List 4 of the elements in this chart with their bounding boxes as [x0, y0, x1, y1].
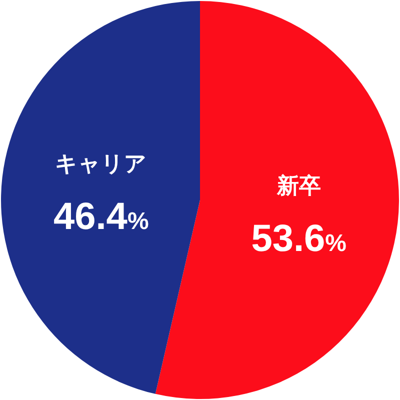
slice-label: 新卒 — [276, 173, 321, 200]
slice-label: キャリア — [55, 152, 148, 177]
data-label: 53.6% — [251, 218, 347, 260]
data-label: 46.4% — [53, 196, 149, 238]
